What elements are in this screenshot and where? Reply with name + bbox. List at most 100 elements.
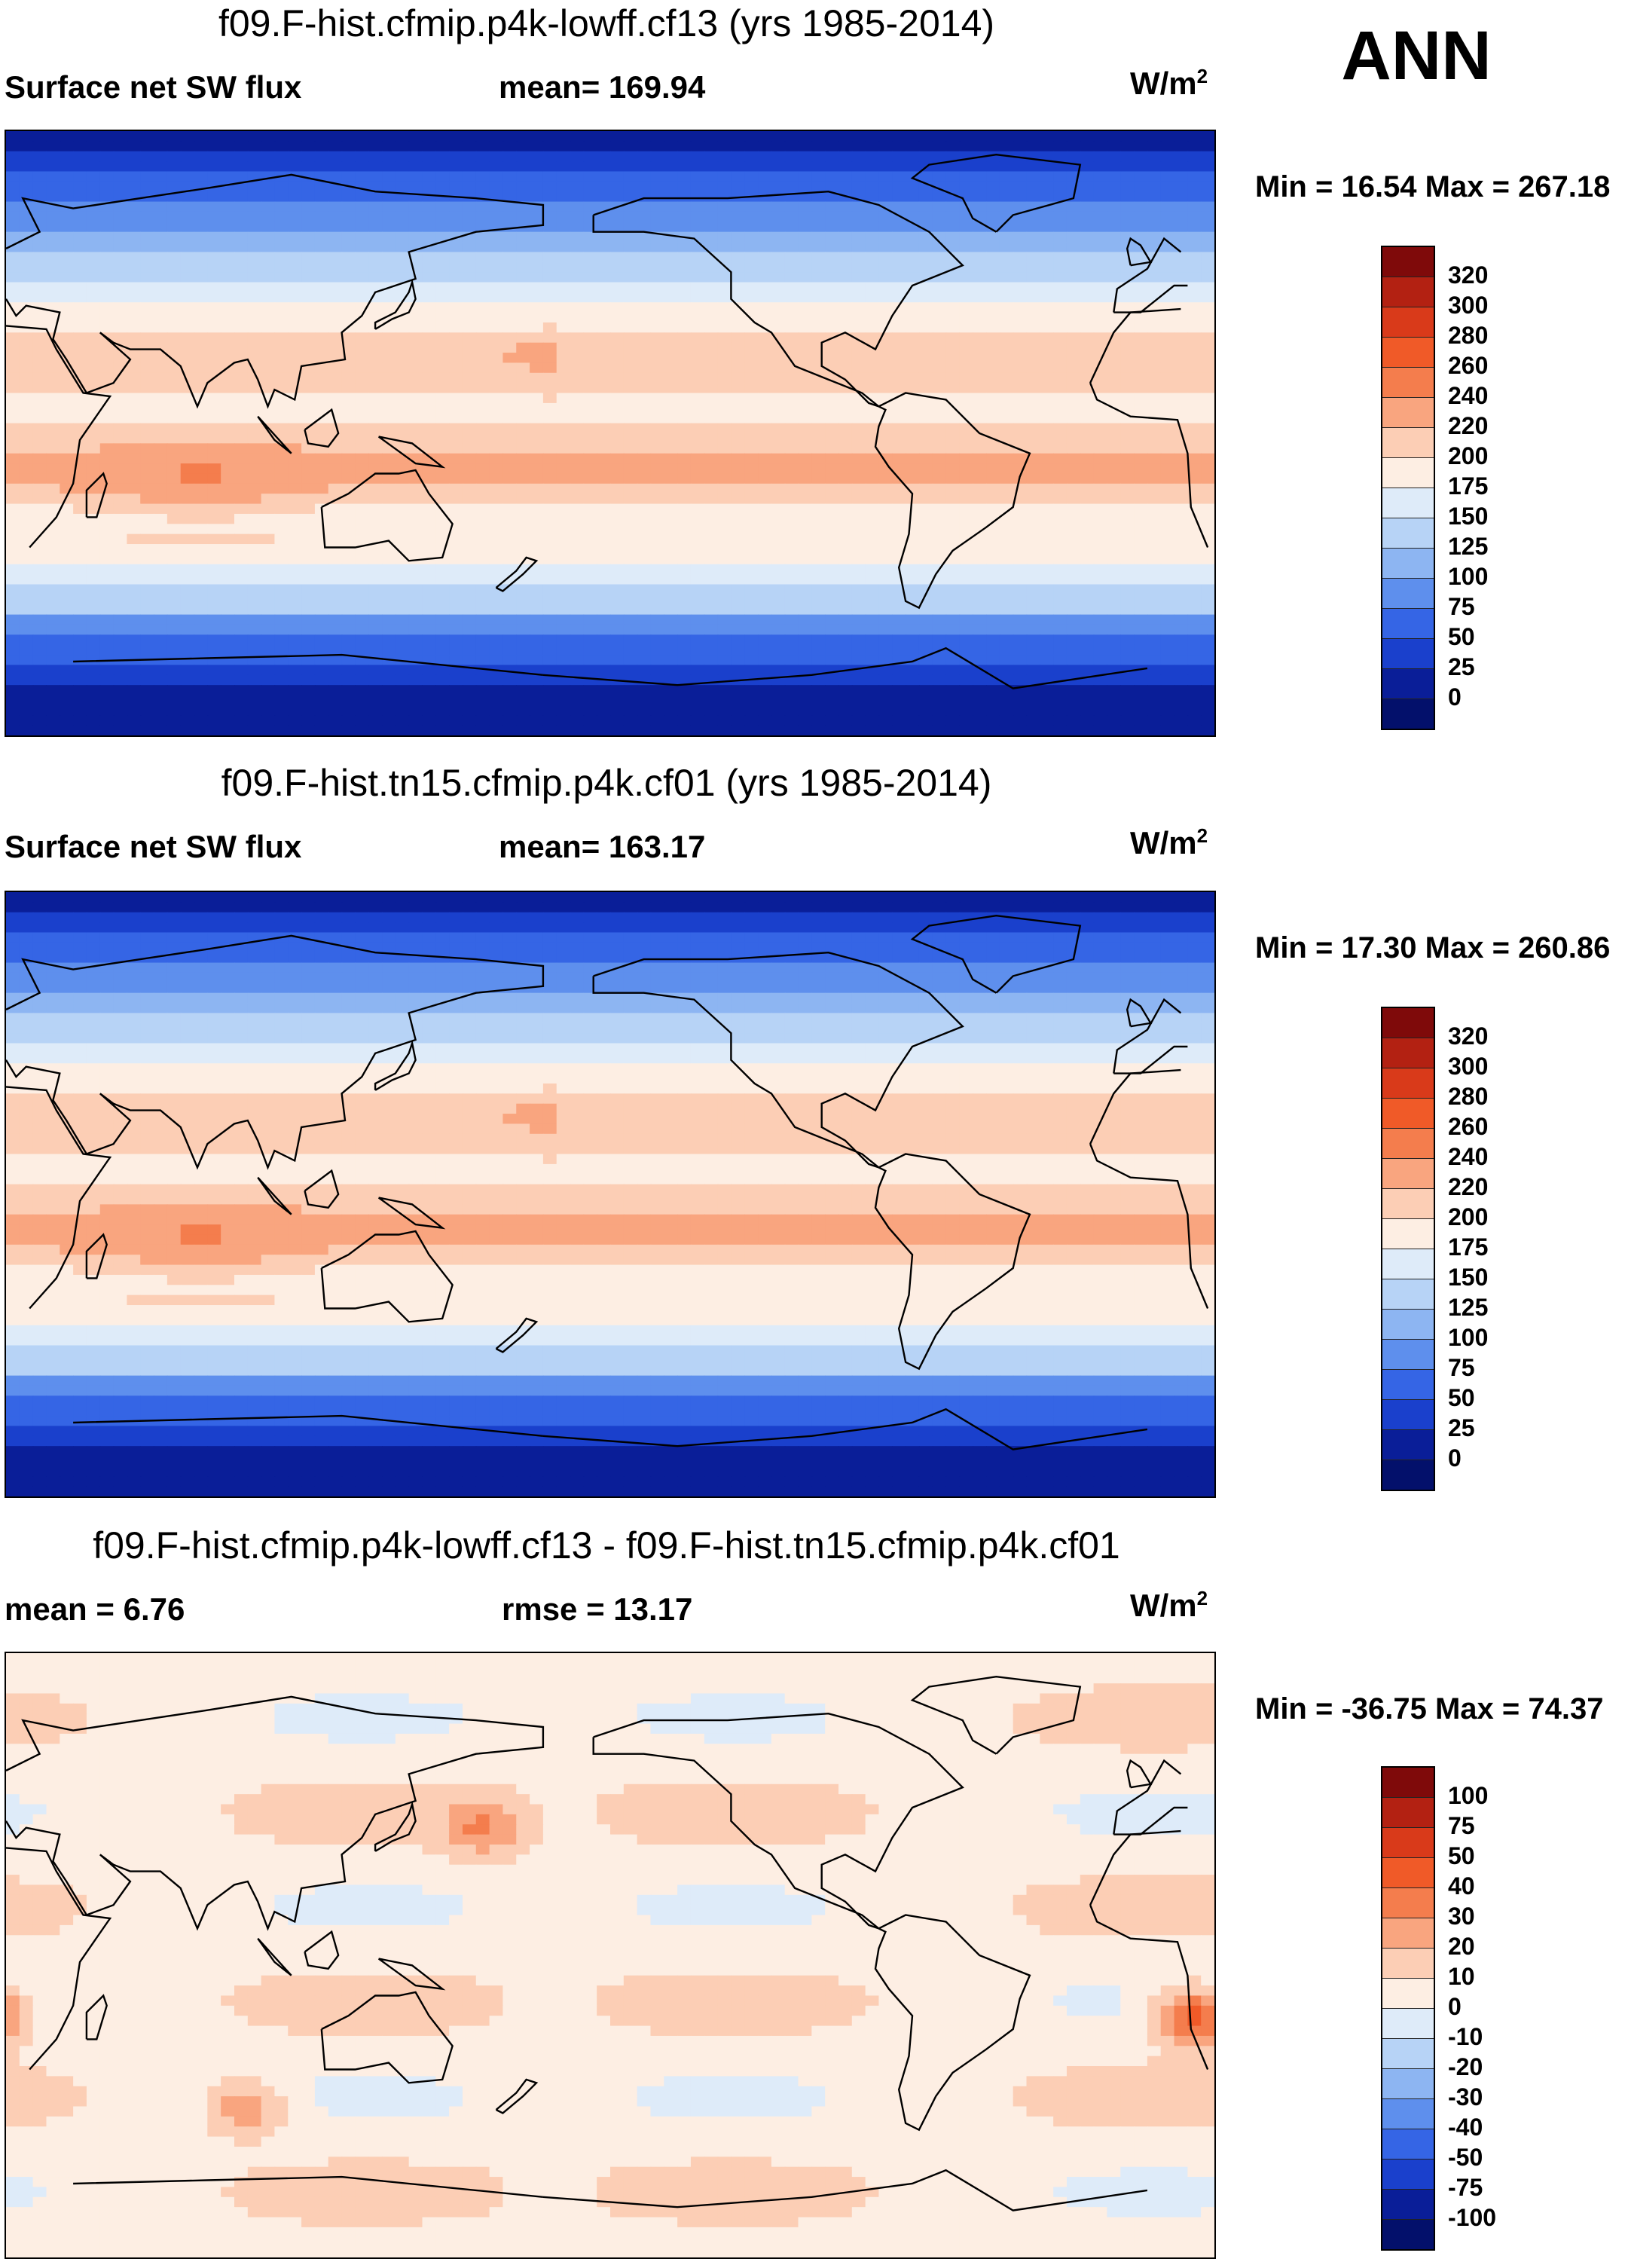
field-cell bbox=[435, 312, 450, 323]
field-cell bbox=[489, 423, 504, 434]
field-cell bbox=[1053, 564, 1068, 575]
field-cell bbox=[865, 171, 880, 182]
field-cell bbox=[288, 665, 302, 676]
field-cell bbox=[906, 312, 920, 323]
field-cell bbox=[462, 131, 477, 142]
field-cell bbox=[906, 151, 920, 162]
field-cell bbox=[422, 393, 437, 404]
field-cell bbox=[556, 362, 571, 374]
field-cell bbox=[449, 261, 463, 273]
field-cell bbox=[408, 322, 423, 334]
field-cell bbox=[530, 544, 544, 555]
field-cell bbox=[758, 544, 772, 555]
field-cell bbox=[717, 161, 732, 173]
field-cell bbox=[127, 312, 142, 323]
field-cell bbox=[99, 282, 115, 293]
field-cell bbox=[1107, 292, 1122, 304]
field-cell bbox=[744, 372, 759, 384]
field-cell bbox=[838, 322, 853, 334]
field-cell bbox=[731, 494, 746, 505]
field-cell bbox=[597, 423, 611, 434]
field-cell bbox=[166, 473, 182, 484]
field-cell bbox=[207, 131, 221, 142]
field-cell bbox=[906, 302, 920, 313]
field-cell bbox=[127, 473, 142, 484]
field-cell bbox=[234, 252, 249, 263]
field-cell bbox=[6, 161, 20, 173]
field-cell bbox=[892, 131, 906, 142]
field-cell bbox=[838, 151, 853, 162]
field-cell bbox=[46, 413, 61, 424]
field-cell bbox=[140, 453, 154, 464]
field-cell bbox=[906, 614, 920, 625]
field-cell bbox=[502, 362, 518, 374]
field-cell bbox=[435, 393, 450, 404]
field-cell bbox=[1147, 161, 1162, 173]
field-cell bbox=[475, 524, 490, 535]
field-cell bbox=[597, 483, 611, 494]
field-cell bbox=[999, 312, 1014, 323]
field-cell bbox=[368, 383, 383, 394]
field-cell bbox=[999, 322, 1014, 334]
field-cell bbox=[999, 453, 1014, 464]
field-cell bbox=[1053, 332, 1068, 344]
field-cell bbox=[261, 292, 276, 304]
field-cell bbox=[32, 353, 47, 364]
field-cell bbox=[1066, 261, 1081, 273]
field-cell bbox=[489, 574, 504, 585]
field-cell bbox=[758, 151, 772, 162]
field-cell bbox=[341, 302, 356, 313]
field-cell bbox=[395, 393, 410, 404]
field-cell bbox=[462, 342, 477, 353]
field-cell bbox=[194, 252, 209, 263]
field-cell bbox=[1066, 554, 1081, 565]
field-cell bbox=[462, 322, 477, 334]
field-cell bbox=[906, 272, 920, 283]
field-cell bbox=[261, 674, 276, 686]
field-cell bbox=[542, 604, 557, 616]
field-cell bbox=[918, 564, 933, 575]
field-cell bbox=[959, 372, 973, 384]
field-cell bbox=[113, 191, 128, 203]
field-cell bbox=[475, 674, 490, 686]
field-cell bbox=[341, 614, 356, 625]
field-cell bbox=[542, 574, 557, 585]
field-cell bbox=[570, 443, 585, 454]
field-cell bbox=[597, 342, 611, 353]
field-cell bbox=[1160, 211, 1175, 223]
field-cell bbox=[825, 131, 839, 142]
field-cell bbox=[677, 554, 692, 565]
field-cell bbox=[530, 594, 544, 606]
field-cell bbox=[435, 554, 450, 565]
field-cell bbox=[1147, 494, 1162, 505]
field-cell bbox=[1201, 131, 1214, 142]
field-cell bbox=[717, 282, 732, 293]
field-cell bbox=[99, 171, 115, 182]
field-cell bbox=[449, 433, 463, 445]
field-cell bbox=[1147, 393, 1162, 404]
field-cell bbox=[583, 383, 597, 394]
field-cell bbox=[1107, 483, 1122, 494]
field-cell bbox=[234, 201, 249, 212]
field-cell bbox=[368, 655, 383, 666]
field-cell bbox=[811, 513, 826, 525]
field-cell bbox=[556, 282, 571, 293]
field-cell bbox=[1026, 584, 1041, 595]
field-cell bbox=[154, 544, 168, 555]
field-cell bbox=[1147, 453, 1162, 464]
field-cell bbox=[395, 312, 410, 323]
field-cell bbox=[623, 191, 638, 203]
field-cell bbox=[1013, 322, 1028, 334]
field-cell bbox=[1053, 342, 1068, 353]
field-cell bbox=[475, 393, 490, 404]
field-cell bbox=[542, 342, 557, 353]
field-cell bbox=[154, 161, 168, 173]
field-cell bbox=[731, 564, 746, 575]
field-cell bbox=[973, 211, 987, 223]
field-cell bbox=[408, 513, 423, 525]
field-cell bbox=[435, 252, 450, 263]
field-cell bbox=[851, 131, 866, 142]
field-cell bbox=[154, 483, 168, 494]
field-cell bbox=[247, 222, 262, 233]
field-cell bbox=[744, 453, 759, 464]
